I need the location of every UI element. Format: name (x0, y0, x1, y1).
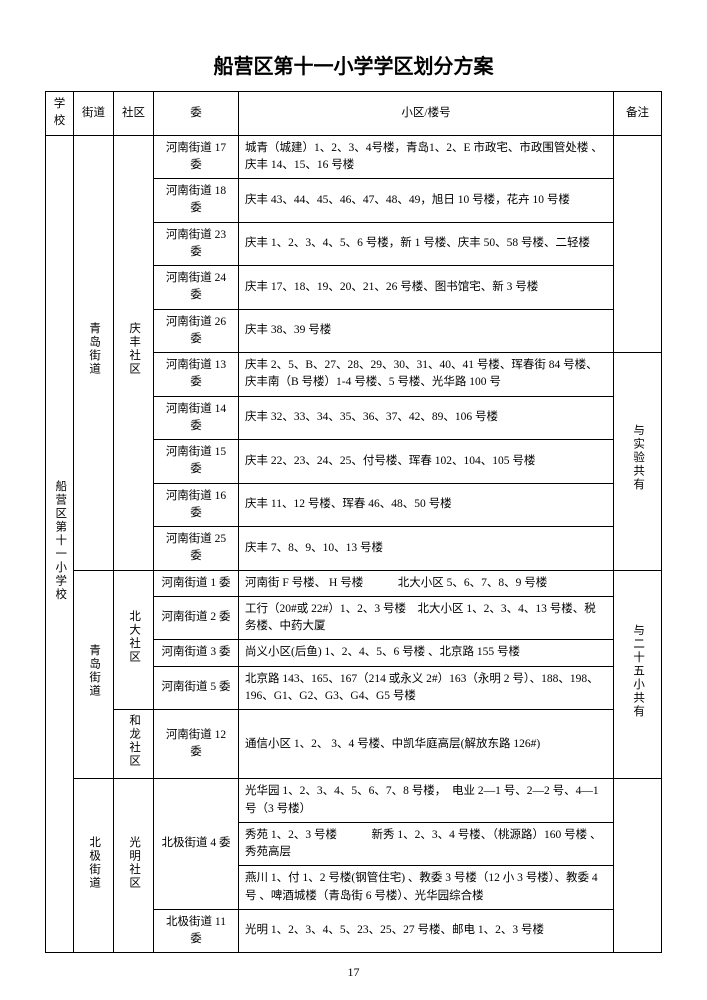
area-cell: 庆丰 2、5、B、27、28、29、30、31、40、41 号楼、珲春街 84 … (239, 353, 614, 397)
area-cell: 庆丰 11、12 号楼、珲春 46、48、50 号楼 (239, 483, 614, 527)
wei-cell: 河南街道 3 委 (154, 640, 239, 666)
wei-cell: 河南街道 24 委 (154, 266, 239, 310)
area-cell: 庆丰 43、44、45、46、47、48、49，旭日 10 号楼，花卉 10 号… (239, 179, 614, 223)
wei-cell: 河南街道 25 委 (154, 527, 239, 571)
area-cell: 庆丰 32、33、34、35、36、37、42、89、106 号楼 (239, 396, 614, 440)
area-cell: 通信小区 1、2、 3、4 号楼、中凯华庭高层(解放东路 126#) (239, 710, 614, 779)
wei-cell: 河南街道 14 委 (154, 396, 239, 440)
area-cell: 河南街 F 号楼、 H 号楼 北大小区 5、6、7、8、9 号楼 (239, 570, 614, 596)
header-street: 街道 (74, 92, 114, 136)
area-cell: 工行（20#或 22#）1、2、3 号楼 北大小区 1、2、3、4、13 号楼、… (239, 596, 614, 640)
table-row: 船营区第十一小学校 青岛街道 庆丰社区 河南街道 17 委 城青（城建）1、2、… (46, 135, 662, 179)
area-cell: 燕川 1、付 1、2 号楼(钢管住宅) 、教委 3 号楼（12 小 3 号楼）、… (239, 866, 614, 910)
wei-cell: 北极街道 4 委 (154, 779, 239, 910)
wei-cell: 河南街道 16 委 (154, 483, 239, 527)
header-area: 小区/楼号 (239, 92, 614, 136)
wei-cell: 河南街道 12 委 (154, 710, 239, 779)
note-cell: 与实验共有 (614, 353, 662, 571)
area-cell: 庆丰 17、18、19、20、21、26 号楼、图书馆宅、新 3 号楼 (239, 266, 614, 310)
street-cell: 青岛街道 (74, 570, 114, 779)
area-cell: 庆丰 1、2、3、4、5、6 号楼，新 1 号楼、庆丰 50、58 号楼、二轻楼 (239, 222, 614, 266)
note-cell: 与二十五小共有 (614, 570, 662, 779)
area-cell: 秀苑 1、2、3 号楼 新秀 1、2、3、4 号楼、（桃源路）160 号楼 、秀… (239, 822, 614, 866)
school-cell: 船营区第十一小学校 (46, 135, 74, 953)
table-row: 和龙社区 河南街道 12 委 通信小区 1、2、 3、4 号楼、中凯华庭高层(解… (46, 710, 662, 779)
page-number: 17 (0, 965, 707, 980)
table-row: 青岛街道 北大社区 河南街道 1 委 河南街 F 号楼、 H 号楼 北大小区 5… (46, 570, 662, 596)
table-header-row: 学校 街道 社区 委 小区/楼号 备注 (46, 92, 662, 136)
area-cell: 庆丰 22、23、24、25、付号楼、珲春 102、104、105 号楼 (239, 440, 614, 484)
wei-cell: 河南街道 17 委 (154, 135, 239, 179)
wei-cell: 北极街道 11 委 (154, 909, 239, 953)
community-cell: 庆丰社区 (114, 135, 154, 570)
header-school: 学校 (46, 92, 74, 136)
community-cell: 和龙社区 (114, 710, 154, 779)
wei-cell: 河南街道 18 委 (154, 179, 239, 223)
wei-cell: 河南街道 1 委 (154, 570, 239, 596)
zoning-table: 学校 街道 社区 委 小区/楼号 备注 船营区第十一小学校 青岛街道 庆丰社区 … (45, 91, 662, 953)
street-cell: 青岛街道 (74, 135, 114, 570)
community-cell: 北大社区 (114, 570, 154, 710)
area-cell: 庆丰 38、39 号楼 (239, 309, 614, 353)
wei-cell: 河南街道 23 委 (154, 222, 239, 266)
page-title: 船营区第十一小学学区划分方案 (45, 50, 662, 79)
header-note: 备注 (614, 92, 662, 136)
wei-cell: 河南街道 13 委 (154, 353, 239, 397)
wei-cell: 河南街道 15 委 (154, 440, 239, 484)
area-cell: 城青（城建）1、2、3、4号楼，青岛1、2、E 市政宅、市政围管处楼 、庆丰 1… (239, 135, 614, 179)
note-cell (614, 135, 662, 353)
note-cell (614, 779, 662, 953)
community-cell: 光明社区 (114, 779, 154, 953)
area-cell: 尚义小区(后鱼) 1、2、4、5、6 号楼 、北京路 155 号楼 (239, 640, 614, 666)
area-cell: 光明 1、2、3、4、5、23、25、27 号楼、邮电 1、2、3 号楼 (239, 909, 614, 953)
header-wei: 委 (154, 92, 239, 136)
area-cell: 庆丰 7、8、9、10、13 号楼 (239, 527, 614, 571)
area-cell: 光华园 1、2、3、4、5、6、7、8 号楼， 电业 2—1 号、2—2 号、4… (239, 779, 614, 823)
header-community: 社区 (114, 92, 154, 136)
wei-cell: 河南街道 2 委 (154, 596, 239, 640)
wei-cell: 河南街道 5 委 (154, 666, 239, 710)
wei-cell: 河南街道 26 委 (154, 309, 239, 353)
table-row: 北极街道 光明社区 北极街道 4 委 光华园 1、2、3、4、5、6、7、8 号… (46, 779, 662, 823)
area-cell: 北京路 143、165、167（214 或永义 2#）163（永明 2 号）、1… (239, 666, 614, 710)
street-cell: 北极街道 (74, 779, 114, 953)
